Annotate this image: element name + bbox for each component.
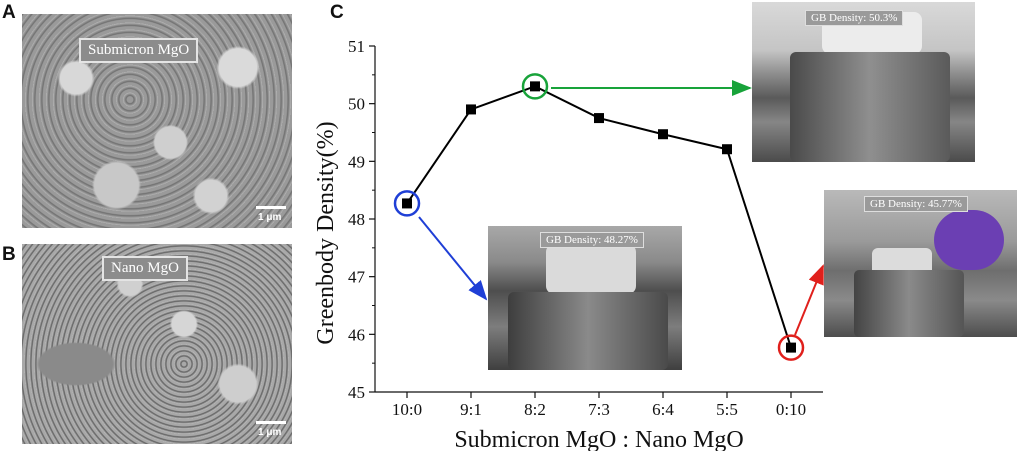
axes: 45 46 47 48 49 50 51 10:0 9:1 8:2 7:3 6:4 5:5 0:10 bbox=[348, 37, 823, 419]
photo-sample-0-10: GB Density: 45.77% bbox=[824, 190, 1017, 337]
y-tick-label: 46 bbox=[348, 325, 365, 344]
callout-arrows bbox=[418, 80, 824, 336]
y-tick-label: 49 bbox=[348, 152, 365, 171]
x-tick-label: 7:3 bbox=[588, 400, 610, 419]
data-point bbox=[466, 104, 476, 115]
highlight-circle bbox=[777, 334, 805, 361]
die-shape bbox=[790, 52, 950, 162]
data-point bbox=[594, 113, 604, 124]
panel-label-c: C bbox=[330, 2, 344, 23]
series-points bbox=[402, 81, 796, 353]
data-point bbox=[786, 342, 796, 353]
data-point bbox=[722, 144, 732, 155]
highlight-circle bbox=[521, 73, 549, 100]
sem-label-nano: Nano MgO bbox=[102, 256, 188, 281]
data-point bbox=[402, 198, 412, 209]
x-tick-label: 8:2 bbox=[524, 400, 546, 419]
highlight-circles bbox=[393, 73, 805, 361]
arrow-to-photo-10-0 bbox=[418, 216, 488, 301]
glove-shape bbox=[934, 210, 1004, 270]
photo-sample-8-2: GB Density: 50.3% bbox=[752, 2, 975, 162]
pellet-shape bbox=[546, 244, 636, 294]
photo-sample-10-0: GB Density: 48.27% bbox=[488, 226, 682, 370]
sem-label-submicron: Submicron MgO bbox=[79, 38, 199, 63]
y-tick-label: 47 bbox=[348, 268, 366, 287]
scale-label: 1 μm bbox=[258, 212, 282, 223]
highlight-circle bbox=[393, 190, 421, 217]
y-axis-title: Greenbody Density(%) bbox=[313, 121, 339, 344]
panel-label-b: B bbox=[2, 244, 16, 265]
y-tick-label: 51 bbox=[348, 37, 365, 56]
x-tick-label: 5:5 bbox=[716, 400, 738, 419]
x-tick-label: 6:4 bbox=[652, 400, 674, 419]
density-badge: GB Density: 48.27% bbox=[540, 232, 644, 248]
x-axis-title: Submicron MgO : Nano MgO bbox=[454, 427, 743, 451]
data-point bbox=[530, 81, 540, 92]
die-shape bbox=[508, 292, 668, 370]
scale-bar bbox=[256, 206, 286, 209]
y-tick-label: 45 bbox=[348, 383, 365, 402]
die-shape bbox=[854, 270, 964, 337]
panel-label-a: A bbox=[2, 2, 16, 23]
scale-label: 1 μm bbox=[258, 427, 282, 438]
sem-image-nano: Nano MgO 1 μm bbox=[22, 244, 292, 444]
x-tick-label: 9:1 bbox=[460, 400, 482, 419]
y-tick-label: 48 bbox=[348, 210, 365, 229]
x-tick-label: 0:10 bbox=[776, 400, 806, 419]
density-badge: GB Density: 50.3% bbox=[805, 10, 904, 26]
density-badge: GB Density: 45.77% bbox=[864, 196, 968, 212]
y-tick-label: 50 bbox=[348, 95, 365, 114]
sem-image-submicron: Submicron MgO 1 μm bbox=[22, 14, 292, 228]
x-tick-label: 10:0 bbox=[392, 400, 422, 419]
arrow-to-photo-0-10 bbox=[794, 264, 824, 336]
scale-bar bbox=[256, 421, 286, 424]
data-point bbox=[658, 129, 668, 140]
